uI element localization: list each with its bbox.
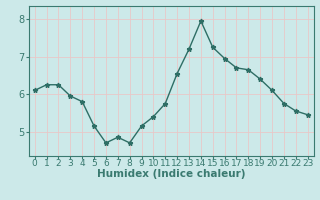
X-axis label: Humidex (Indice chaleur): Humidex (Indice chaleur) (97, 169, 245, 179)
